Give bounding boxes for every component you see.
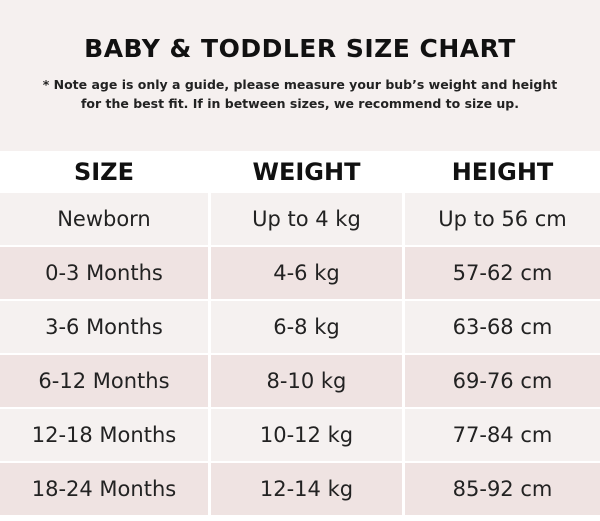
cell-size: 12-18 Months	[0, 409, 208, 461]
column-header-size: SIZE	[73, 158, 134, 186]
table-body: Newborn Up to 4 kg Up to 56 cm 0-3 Months 4-…	[0, 193, 600, 515]
chart-header: BABY & TODDLER SIZE CHART * Note age is …	[0, 0, 600, 151]
cell-height: 69-76 cm	[404, 355, 600, 407]
cell-height: 63-68 cm	[404, 301, 600, 353]
cell-weight: 10-12 kg	[210, 409, 402, 461]
cell-weight: 8-10 kg	[210, 355, 402, 407]
table-row: 3-6 Months 6-8 kg 63-68 cm	[0, 301, 600, 353]
table-row: Newborn Up to 4 kg Up to 56 cm	[0, 193, 600, 245]
table-row: 0-3 Months 4-6 kg 57-62 cm	[0, 247, 600, 299]
page-title: BABY & TODDLER SIZE CHART	[84, 34, 516, 63]
table-row: 12-18 Months 10-12 kg 77-84 cm	[0, 409, 600, 461]
cell-height: 77-84 cm	[404, 409, 600, 461]
cell-weight: 4-6 kg	[210, 247, 402, 299]
cell-size: 0-3 Months	[0, 247, 208, 299]
table-header-row: SIZE WEIGHT HEIGHT	[0, 151, 600, 193]
cell-weight: 12-14 kg	[210, 463, 402, 515]
table-row: 18-24 Months 12-14 kg 85-92 cm	[0, 463, 600, 515]
table-row: 6-12 Months 8-10 kg 69-76 cm	[0, 355, 600, 407]
cell-size: Newborn	[0, 193, 208, 245]
column-header-height: HEIGHT	[451, 158, 554, 186]
column-header-weight: WEIGHT	[252, 158, 361, 186]
note-text: * Note age is only a guide, please measu…	[42, 77, 558, 111]
cell-size: 3-6 Months	[0, 301, 208, 353]
cell-size: 6-12 Months	[0, 355, 208, 407]
cell-height: Up to 56 cm	[404, 193, 600, 245]
cell-size: 18-24 Months	[0, 463, 208, 515]
cell-weight: 6-8 kg	[210, 301, 402, 353]
cell-height: 57-62 cm	[404, 247, 600, 299]
cell-height: 85-92 cm	[404, 463, 600, 515]
cell-weight: Up to 4 kg	[210, 193, 402, 245]
